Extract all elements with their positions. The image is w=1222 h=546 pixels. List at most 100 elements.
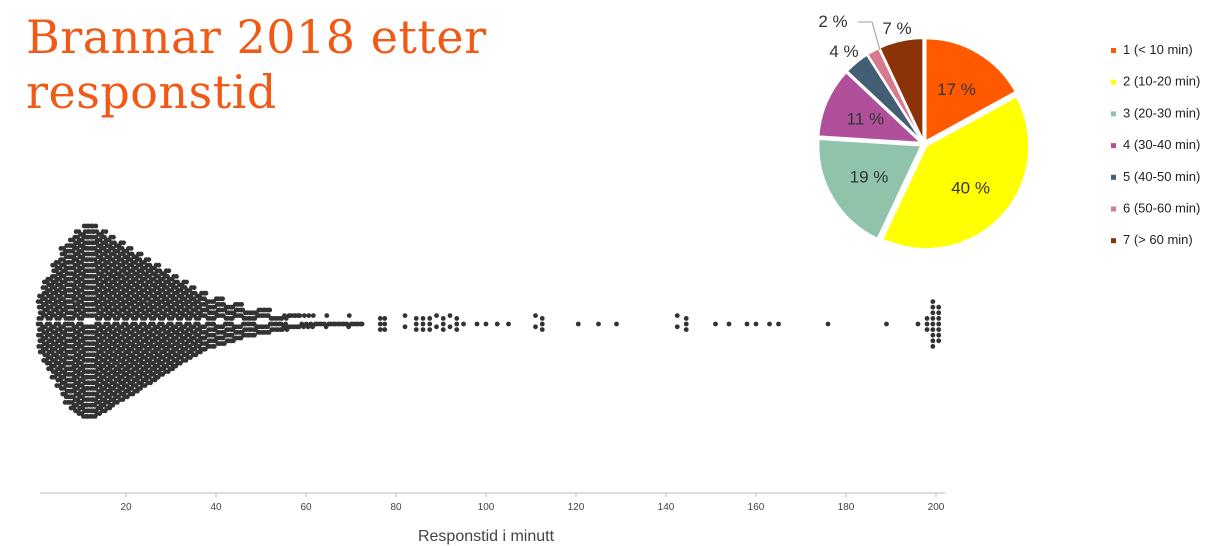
swarm-point (382, 316, 388, 321)
pie-value-label: 40 % (951, 179, 990, 198)
swarm-point (128, 246, 134, 251)
swarm-point (683, 321, 689, 327)
pie-leader-line (858, 21, 881, 51)
swarm-point (103, 229, 109, 235)
pie-slice (817, 137, 923, 241)
swarm-point (936, 338, 942, 344)
chart-title: Brannar 2018 etter responstid (26, 10, 487, 120)
swarm-point (533, 324, 538, 330)
swarm-point (156, 262, 162, 268)
pie-legend: 1 (< 10 min) 2 (10-20 min) 3 (20-30 min) 4 … (1111, 42, 1200, 247)
swarm-point (301, 313, 307, 318)
pie-slice (817, 70, 924, 144)
swarm-point (447, 313, 453, 318)
legend-swatch (1111, 174, 1116, 180)
swarm-point (306, 313, 312, 318)
legend-swatch (1111, 238, 1116, 244)
swarm-point (93, 223, 99, 229)
swarm-point (377, 321, 383, 327)
swarm-point (683, 316, 689, 321)
x-axis: 20 40 60 80 100 120 140 160 180 200 Responstid i m… (40, 492, 945, 545)
swarm-point (440, 316, 446, 321)
swarm-point (474, 321, 480, 327)
swarm-point (402, 313, 408, 318)
swarm-point (683, 327, 689, 332)
x-tick-label: 180 (838, 502, 855, 513)
x-tick-label: 100 (478, 502, 495, 513)
beeswarm-plot (35, 223, 942, 419)
chart-title-line-2: responstid (26, 65, 277, 119)
legend-label: 6 (50-60 min) (1123, 201, 1200, 216)
swarm-point (674, 313, 680, 318)
x-tick-label: 200 (928, 502, 945, 513)
swarm-point (930, 321, 936, 327)
swarm-point (744, 321, 750, 327)
pie-value-label: 17 % (937, 80, 976, 99)
swarm-point (434, 313, 439, 318)
swarm-point (924, 321, 930, 327)
swarm-point (674, 324, 680, 330)
x-tick-label: 160 (748, 502, 765, 513)
swarm-point (936, 321, 942, 327)
swarm-point (936, 310, 942, 316)
swarm-point (146, 257, 152, 262)
pie-value-label: 2 % (818, 12, 847, 31)
legend-label: 4 (30-40 min) (1123, 137, 1200, 152)
chart-title-line-1: Brannar 2018 etter (26, 10, 487, 64)
swarm-point (211, 344, 217, 349)
swarm-point (930, 338, 936, 344)
swarm-point (310, 313, 316, 318)
swarm-point (121, 240, 126, 246)
swarm-point (533, 313, 538, 318)
swarm-point (915, 321, 921, 327)
swarm-point (427, 316, 433, 321)
swarm-point (924, 316, 930, 321)
legend-label: 2 (10-20 min) (1123, 74, 1200, 89)
swarm-point (936, 316, 942, 321)
swarm-point (382, 321, 388, 327)
swarm-point (427, 321, 433, 327)
legend-swatch (1111, 111, 1116, 117)
swarm-point (461, 321, 466, 327)
swarm-point (191, 285, 197, 290)
swarm-point (930, 316, 936, 321)
swarm-point (614, 321, 619, 327)
x-tick-label: 80 (390, 502, 402, 513)
swarm-point (427, 327, 433, 332)
swarm-point (539, 321, 545, 327)
swarm-point (596, 321, 601, 327)
pie-value-label: 19 % (850, 168, 889, 187)
swarm-point (767, 321, 772, 327)
swarm-point (539, 316, 545, 321)
swarm-point (930, 299, 936, 304)
legend-swatch (1111, 206, 1116, 212)
swarm-point (377, 316, 383, 321)
swarm-point (506, 321, 511, 327)
swarm-point (252, 332, 257, 338)
swarm-point (454, 316, 460, 321)
x-tick-label: 60 (300, 502, 312, 513)
x-tick-label: 140 (658, 502, 675, 513)
swarm-point (359, 321, 365, 327)
x-tick-label: 40 (210, 502, 222, 513)
swarm-point (413, 316, 419, 321)
legend-label: 7 (> 60 min) (1123, 232, 1193, 247)
swarm-point (936, 304, 942, 310)
swarm-point (382, 327, 388, 332)
swarm-point (930, 344, 936, 349)
swarm-point (166, 268, 172, 274)
swarm-point (220, 296, 226, 302)
legend-swatch (1111, 143, 1116, 149)
swarm-point (753, 321, 759, 327)
x-tick-label: 20 (120, 502, 132, 513)
legend-label: 1 (< 10 min) (1123, 42, 1193, 57)
swarm-point (936, 327, 942, 332)
swarm-point (434, 324, 439, 330)
swarm-point (454, 321, 460, 327)
swarm-point (575, 321, 581, 327)
swarm-point (930, 310, 936, 316)
swarm-point (413, 321, 419, 327)
pie-value-label: 11 % (847, 110, 885, 129)
swarm-point (930, 327, 936, 332)
